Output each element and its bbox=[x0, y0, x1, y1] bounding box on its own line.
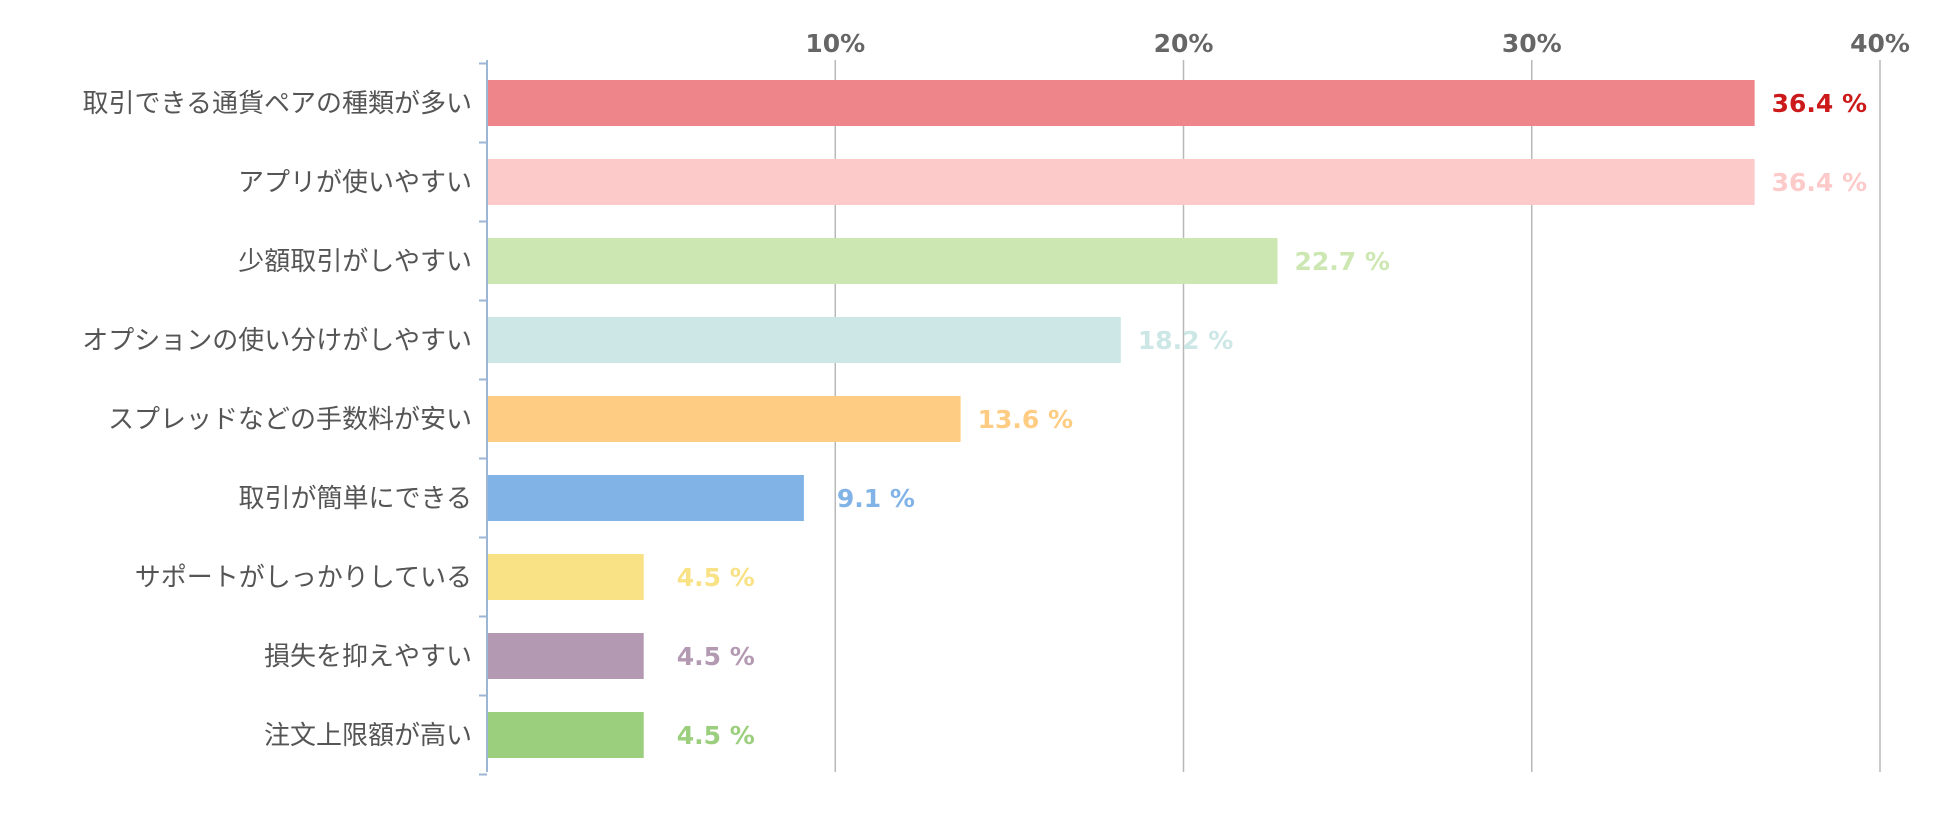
category-label: 損失を抑えやすい bbox=[264, 642, 472, 672]
bar bbox=[487, 475, 804, 521]
value-label: 4.5 % bbox=[677, 721, 755, 750]
category-label: サポートがしっかりしている bbox=[135, 563, 472, 593]
value-labels: 36.4 % 36.4 % 22.7 % 18.2 % 13.6 % 9.1 % 4.5 %… bbox=[677, 89, 1867, 750]
value-label: 9.1 % bbox=[837, 484, 915, 513]
y-axis bbox=[479, 60, 488, 776]
value-label: 36.4 % bbox=[1772, 168, 1867, 197]
category-label: オプションの使い分けがしやすい bbox=[82, 326, 472, 356]
bar bbox=[487, 238, 1278, 284]
category-label: 少額取引がしやすい bbox=[238, 247, 472, 277]
value-label: 36.4 % bbox=[1772, 89, 1867, 118]
x-tick-label: 20% bbox=[1154, 29, 1214, 58]
bar bbox=[487, 80, 1755, 126]
value-label: 13.6 % bbox=[978, 405, 1073, 434]
bar bbox=[487, 554, 644, 600]
bar bbox=[487, 633, 644, 679]
x-axis-tick-labels: 10% 20% 30% 40% bbox=[805, 29, 1910, 58]
bars bbox=[487, 80, 1755, 758]
x-tick-label: 10% bbox=[805, 29, 865, 58]
category-label: 取引できる通貨ペアの種類が多い bbox=[83, 89, 472, 119]
category-label: スプレッドなどの手数料が安い bbox=[108, 405, 472, 435]
value-label: 4.5 % bbox=[677, 642, 755, 671]
value-label: 18.2 % bbox=[1138, 326, 1233, 355]
bar bbox=[487, 396, 961, 442]
value-label: 22.7 % bbox=[1295, 247, 1390, 276]
category-label: アプリが使いやすい bbox=[238, 168, 472, 198]
value-label: 4.5 % bbox=[677, 563, 755, 592]
bar bbox=[487, 317, 1121, 363]
category-label: 注文上限額が高い bbox=[264, 721, 472, 751]
category-labels: 取引できる通貨ペアの種類が多いアプリが使いやすい少額取引がしやすいオプションの使… bbox=[82, 89, 472, 751]
x-tick-label: 30% bbox=[1502, 29, 1562, 58]
bar bbox=[487, 712, 644, 758]
x-tick-label: 40% bbox=[1850, 29, 1910, 58]
category-label: 取引が簡単にできる bbox=[239, 484, 472, 514]
bar bbox=[487, 159, 1755, 205]
